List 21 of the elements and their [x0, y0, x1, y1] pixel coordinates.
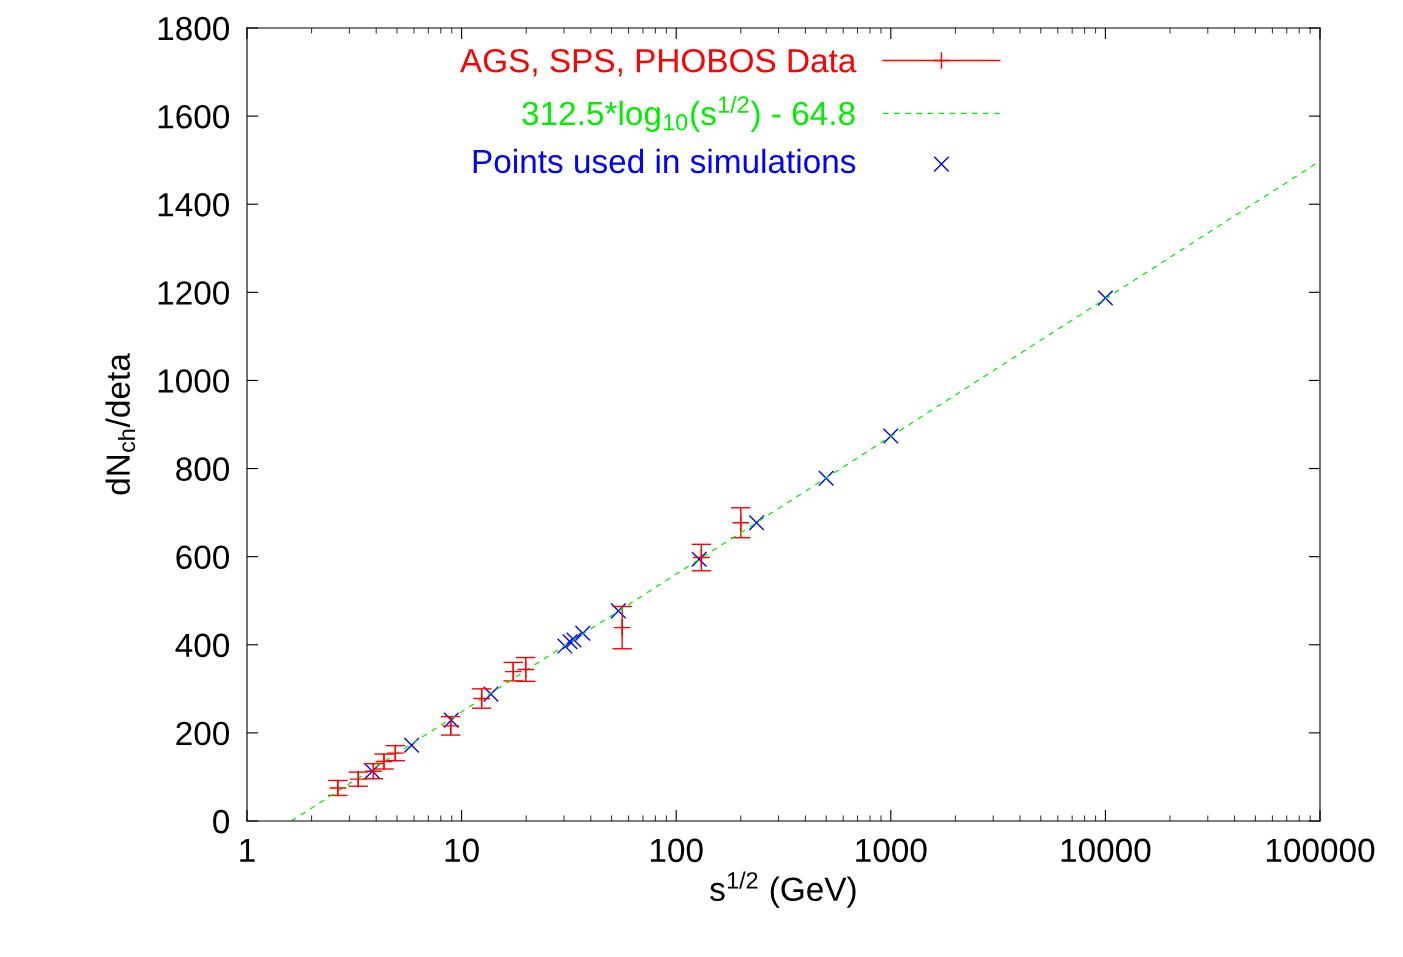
y-tick-label: 0	[213, 809, 230, 834]
y-tick-label: 400	[175, 633, 230, 658]
y-tick-label: 1200	[158, 281, 230, 305]
x-tick-label: 1000	[856, 838, 927, 863]
x-tick-label: 100	[650, 838, 703, 863]
y-tick-label: 1400	[158, 193, 230, 217]
y-tick-label: 600	[176, 545, 230, 570]
legend-label: Points used in simulations	[473, 148, 856, 174]
y-tick-label: 800	[176, 457, 230, 481]
legend-label: AGS, SPS, PHOBOS Data	[460, 48, 857, 77]
x-tick-label: 10	[445, 838, 479, 863]
y-tick-label: 200	[176, 721, 230, 746]
y-axis-title: dN$_{ch}$/deta	[105, 353, 136, 495]
x-tick-label: 10000	[1061, 838, 1151, 863]
legend-label: 312.5*log$_{10}$(s$^{1/2}$) - 64.8	[522, 95, 855, 132]
y-tick-label: 1000	[158, 369, 230, 393]
y-tick-label: 1800	[158, 16, 230, 41]
y-tick-label: 1600	[158, 104, 230, 129]
x-tick-label: 1	[240, 838, 255, 862]
x-tick-label: 100000	[1266, 838, 1375, 863]
x-axis-title: s$^{1/2}$ (GeV)	[710, 871, 856, 908]
